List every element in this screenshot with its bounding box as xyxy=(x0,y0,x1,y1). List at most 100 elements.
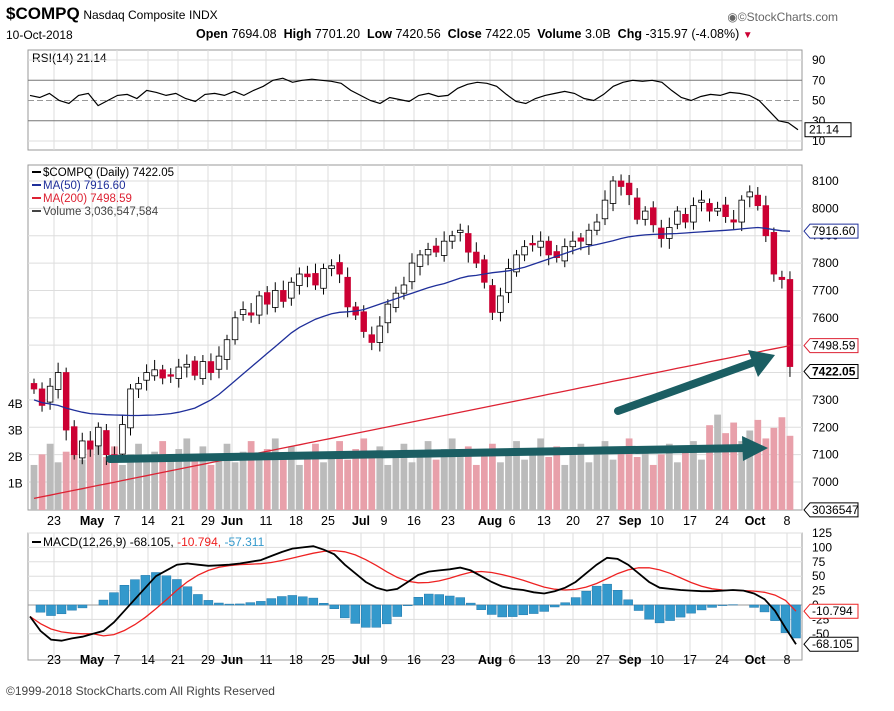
x-tick-label-bottom: 11 xyxy=(260,653,273,667)
candle-body xyxy=(448,235,456,242)
candle-body xyxy=(513,254,520,273)
candle-body xyxy=(127,388,134,429)
volume-bar xyxy=(464,446,472,510)
macd-histogram-bar xyxy=(465,602,476,606)
macd-histogram-bar xyxy=(612,590,623,606)
macd-histogram-bar xyxy=(770,604,780,621)
candle-body xyxy=(489,285,496,313)
volume-bar xyxy=(151,451,159,510)
price-tick-label: 7100 xyxy=(812,448,839,462)
x-tick-label-bottom: 17 xyxy=(683,653,697,667)
candle-body xyxy=(577,237,585,242)
candle-body xyxy=(87,440,94,450)
macd-histogram-bar xyxy=(287,595,298,606)
candle-body xyxy=(754,194,762,207)
volume-bar xyxy=(30,464,38,510)
candle-body xyxy=(424,249,432,256)
rsi-legend: RSI(14) 21.14 xyxy=(32,51,107,65)
candle-body xyxy=(617,180,625,187)
candle-body xyxy=(432,245,440,253)
volume-bar xyxy=(143,462,150,510)
candle-body xyxy=(625,182,633,196)
macd-histogram-bar xyxy=(182,586,193,606)
volume-bar xyxy=(360,438,368,510)
volume-bar xyxy=(78,459,86,510)
volume-bar xyxy=(617,449,625,510)
volume-bar xyxy=(537,438,545,510)
macd-histogram-bar xyxy=(361,604,371,628)
volume-bar xyxy=(175,449,183,510)
chart-header: $COMPQ Nasdaq Composite INDX xyxy=(6,4,218,24)
candle-body xyxy=(264,292,271,305)
price-value-label: 7498.59 xyxy=(812,339,856,353)
macd-histogram-bar xyxy=(654,604,665,624)
date-label: 10-Oct-2018 xyxy=(6,28,73,42)
volume-bar xyxy=(593,451,601,510)
macd-histogram-bar xyxy=(130,579,140,606)
x-tick-label: 25 xyxy=(321,514,335,528)
upward-trend-arrow xyxy=(614,356,764,415)
x-tick-label: 20 xyxy=(566,514,580,528)
macd-histogram-bar xyxy=(486,604,497,615)
candle-body xyxy=(440,240,448,256)
macd-histogram-bar xyxy=(329,604,340,609)
x-tick-label: 23 xyxy=(47,514,61,528)
price-tick-label: 8000 xyxy=(812,201,839,215)
macd-histogram-bar xyxy=(476,604,486,610)
x-tick-label-bottom: 24 xyxy=(715,653,729,667)
x-tick-label: 14 xyxy=(141,514,155,528)
volume-bar xyxy=(247,441,255,510)
volume-bar xyxy=(754,419,762,510)
volume-bar xyxy=(649,464,657,510)
stat-change: -315.97 (-4.08%) xyxy=(645,27,740,41)
volume-bar xyxy=(601,441,609,510)
candle-body xyxy=(38,388,46,406)
macd-histogram-bar xyxy=(644,604,654,620)
x-tick-label-bottom: 29 xyxy=(201,653,215,667)
volume-bar xyxy=(167,459,175,510)
macd-tick-label: 75 xyxy=(812,555,826,569)
candle-body xyxy=(416,254,424,267)
macd-histogram-bar xyxy=(518,604,528,616)
candle-body xyxy=(537,240,544,248)
arrow-head xyxy=(748,350,775,377)
stat-low: 7420.56 xyxy=(395,27,441,41)
candle-body xyxy=(465,233,472,253)
volume-bar xyxy=(384,464,392,510)
x-tick-label-bottom: 18 xyxy=(289,653,303,667)
rsi-tick-label: 50 xyxy=(812,94,826,108)
price-tick-label: 7600 xyxy=(812,311,839,325)
candle-body xyxy=(778,276,786,280)
candle-body xyxy=(505,268,512,294)
volume-bar xyxy=(215,454,223,510)
candle-body xyxy=(255,295,263,316)
volume-bar xyxy=(336,441,343,510)
candle-body xyxy=(30,383,38,390)
volume-bar xyxy=(706,425,713,510)
candle-body xyxy=(336,262,343,275)
volume-bar xyxy=(762,438,770,510)
macd-histogram-bar xyxy=(749,604,759,608)
candle-body xyxy=(143,372,150,381)
x-tick-label: 16 xyxy=(407,514,421,528)
x-tick-label: 24 xyxy=(715,514,729,528)
macd-histogram-bar xyxy=(403,604,413,606)
x-tick-label: 17 xyxy=(683,514,697,528)
price-value-box xyxy=(803,338,859,354)
candle-body xyxy=(408,262,416,283)
macd-histogram-bar xyxy=(455,597,465,606)
macd-histogram-bar xyxy=(67,604,77,611)
volume-bar xyxy=(665,443,673,510)
macd-histogram-bar xyxy=(382,604,392,625)
volume-bar xyxy=(497,462,504,510)
rsi-last-label: 21.14 xyxy=(809,123,839,137)
candle-body xyxy=(46,385,54,403)
macd-histogram-bar xyxy=(350,604,361,624)
candle-body xyxy=(746,191,753,198)
macd-histogram-bar xyxy=(161,575,172,606)
volume-bar xyxy=(738,441,746,510)
candle-body xyxy=(658,227,665,239)
macd-tick-label: 125 xyxy=(812,526,832,540)
price-value-box xyxy=(803,502,859,518)
